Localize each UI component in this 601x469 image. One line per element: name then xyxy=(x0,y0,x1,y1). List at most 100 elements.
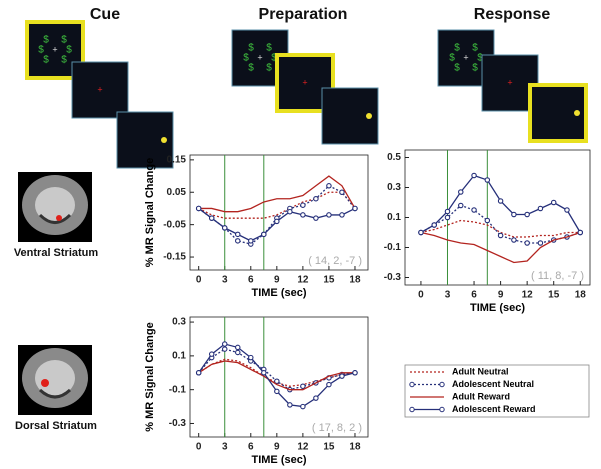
x-tick-label: 3 xyxy=(222,275,228,286)
y-tick-label: 0.3 xyxy=(387,182,401,193)
y-tick-label: 0.5 xyxy=(387,152,401,163)
x-tick-label: 6 xyxy=(471,290,477,301)
fixation: + xyxy=(257,52,262,62)
series-marker xyxy=(537,205,544,212)
series-marker xyxy=(458,202,464,209)
x-tick-label: 0 xyxy=(196,275,202,286)
y-tick-label: -0.05 xyxy=(163,219,186,230)
x-tick-label: 15 xyxy=(548,290,560,301)
y-axis-label: % MR Signal Change xyxy=(144,158,156,267)
dollar-sign: $ xyxy=(472,43,478,54)
dollar-sign: $ xyxy=(43,55,49,66)
series-line xyxy=(420,231,581,264)
series-marker xyxy=(537,240,544,246)
series-marker xyxy=(352,370,358,376)
dollar-sign: $ xyxy=(248,43,254,54)
legend-marker xyxy=(439,406,445,413)
x-tick-label: 9 xyxy=(274,275,280,286)
y-tick-label: -0.15 xyxy=(163,252,186,263)
series-marker xyxy=(235,349,241,356)
series-marker xyxy=(326,212,332,218)
series-marker xyxy=(484,217,491,224)
series-marker xyxy=(235,344,241,351)
y-tick-label: 0.15 xyxy=(167,154,187,165)
dollar-sign: $ xyxy=(43,35,49,46)
coordinates: ( 11, 8, -7 ) xyxy=(531,270,584,282)
series-marker xyxy=(497,198,504,204)
x-axis-label: TIME (sec) xyxy=(470,302,525,314)
x-tick-label: 18 xyxy=(575,290,587,301)
series-marker xyxy=(484,177,491,183)
dollar-sign: $ xyxy=(472,63,478,74)
x-tick-label: 12 xyxy=(297,275,309,286)
plot-frame xyxy=(189,154,369,271)
fixation: + xyxy=(463,52,468,62)
x-tick-label: 3 xyxy=(445,290,451,301)
series-marker xyxy=(195,205,202,212)
dollar-sign: $ xyxy=(454,43,460,54)
panel-title: Preparation xyxy=(259,6,348,23)
dollar-sign: $ xyxy=(38,45,44,56)
coordinates: ( 17, 8, 2 ) xyxy=(312,422,362,434)
dollar-sign: $ xyxy=(266,43,272,54)
x-tick-label: 0 xyxy=(418,290,424,301)
roi xyxy=(56,215,62,221)
series-marker xyxy=(352,205,358,212)
plot-frame xyxy=(189,316,369,438)
series-marker xyxy=(221,341,228,347)
x-tick-label: 6 xyxy=(248,442,254,453)
series-marker xyxy=(235,238,241,244)
legend-label: Adolescent Neutral xyxy=(452,379,534,389)
region-label: Ventral Striatum xyxy=(14,247,99,259)
series-marker xyxy=(287,208,293,215)
series-marker xyxy=(300,202,306,208)
series-line xyxy=(198,360,355,391)
series-marker xyxy=(339,212,345,218)
series-marker xyxy=(274,378,280,384)
dollar-sign: $ xyxy=(248,63,254,74)
y-axis-label: % MR Signal Change xyxy=(144,322,156,431)
legend-label: Adolescent Reward xyxy=(452,404,536,414)
series-marker xyxy=(274,218,280,225)
series-marker xyxy=(524,211,530,218)
series-marker xyxy=(248,354,254,361)
x-tick-label: 9 xyxy=(274,442,280,453)
series-marker xyxy=(458,189,464,195)
roi xyxy=(41,379,49,387)
series-line xyxy=(198,191,356,219)
legend-marker xyxy=(409,406,415,413)
series-marker xyxy=(326,381,332,388)
target xyxy=(366,113,372,119)
series-marker xyxy=(550,199,557,206)
dollar-sign: $ xyxy=(61,35,67,46)
panel-title: Cue xyxy=(90,6,120,23)
brain-fold xyxy=(38,213,72,224)
series-marker xyxy=(221,346,228,352)
fixation: + xyxy=(52,44,57,54)
y-tick-label: -0.3 xyxy=(384,272,402,283)
dollar-sign: $ xyxy=(243,53,249,64)
x-tick-label: 15 xyxy=(323,275,335,286)
series-marker xyxy=(313,195,319,202)
dollar-sign: $ xyxy=(449,53,455,64)
dollar-sign: $ xyxy=(66,45,72,56)
dollar-sign: $ xyxy=(61,55,67,66)
legend-label: Adult Neutral xyxy=(452,366,509,376)
series-marker xyxy=(195,370,202,376)
series-marker xyxy=(248,238,254,244)
series-marker xyxy=(444,214,451,221)
legend-marker xyxy=(409,381,415,388)
stimulus-screen xyxy=(528,83,588,143)
brain-inner xyxy=(35,187,75,223)
series-marker xyxy=(511,211,517,218)
x-tick-label: 6 xyxy=(248,275,254,286)
fixation: + xyxy=(507,77,512,87)
series-marker xyxy=(444,208,451,215)
series-marker xyxy=(431,222,437,228)
y-tick-label: 0.3 xyxy=(172,317,186,328)
series-marker xyxy=(339,373,345,379)
x-tick-label: 9 xyxy=(498,290,504,301)
target xyxy=(574,110,580,116)
fixation: + xyxy=(97,84,102,94)
